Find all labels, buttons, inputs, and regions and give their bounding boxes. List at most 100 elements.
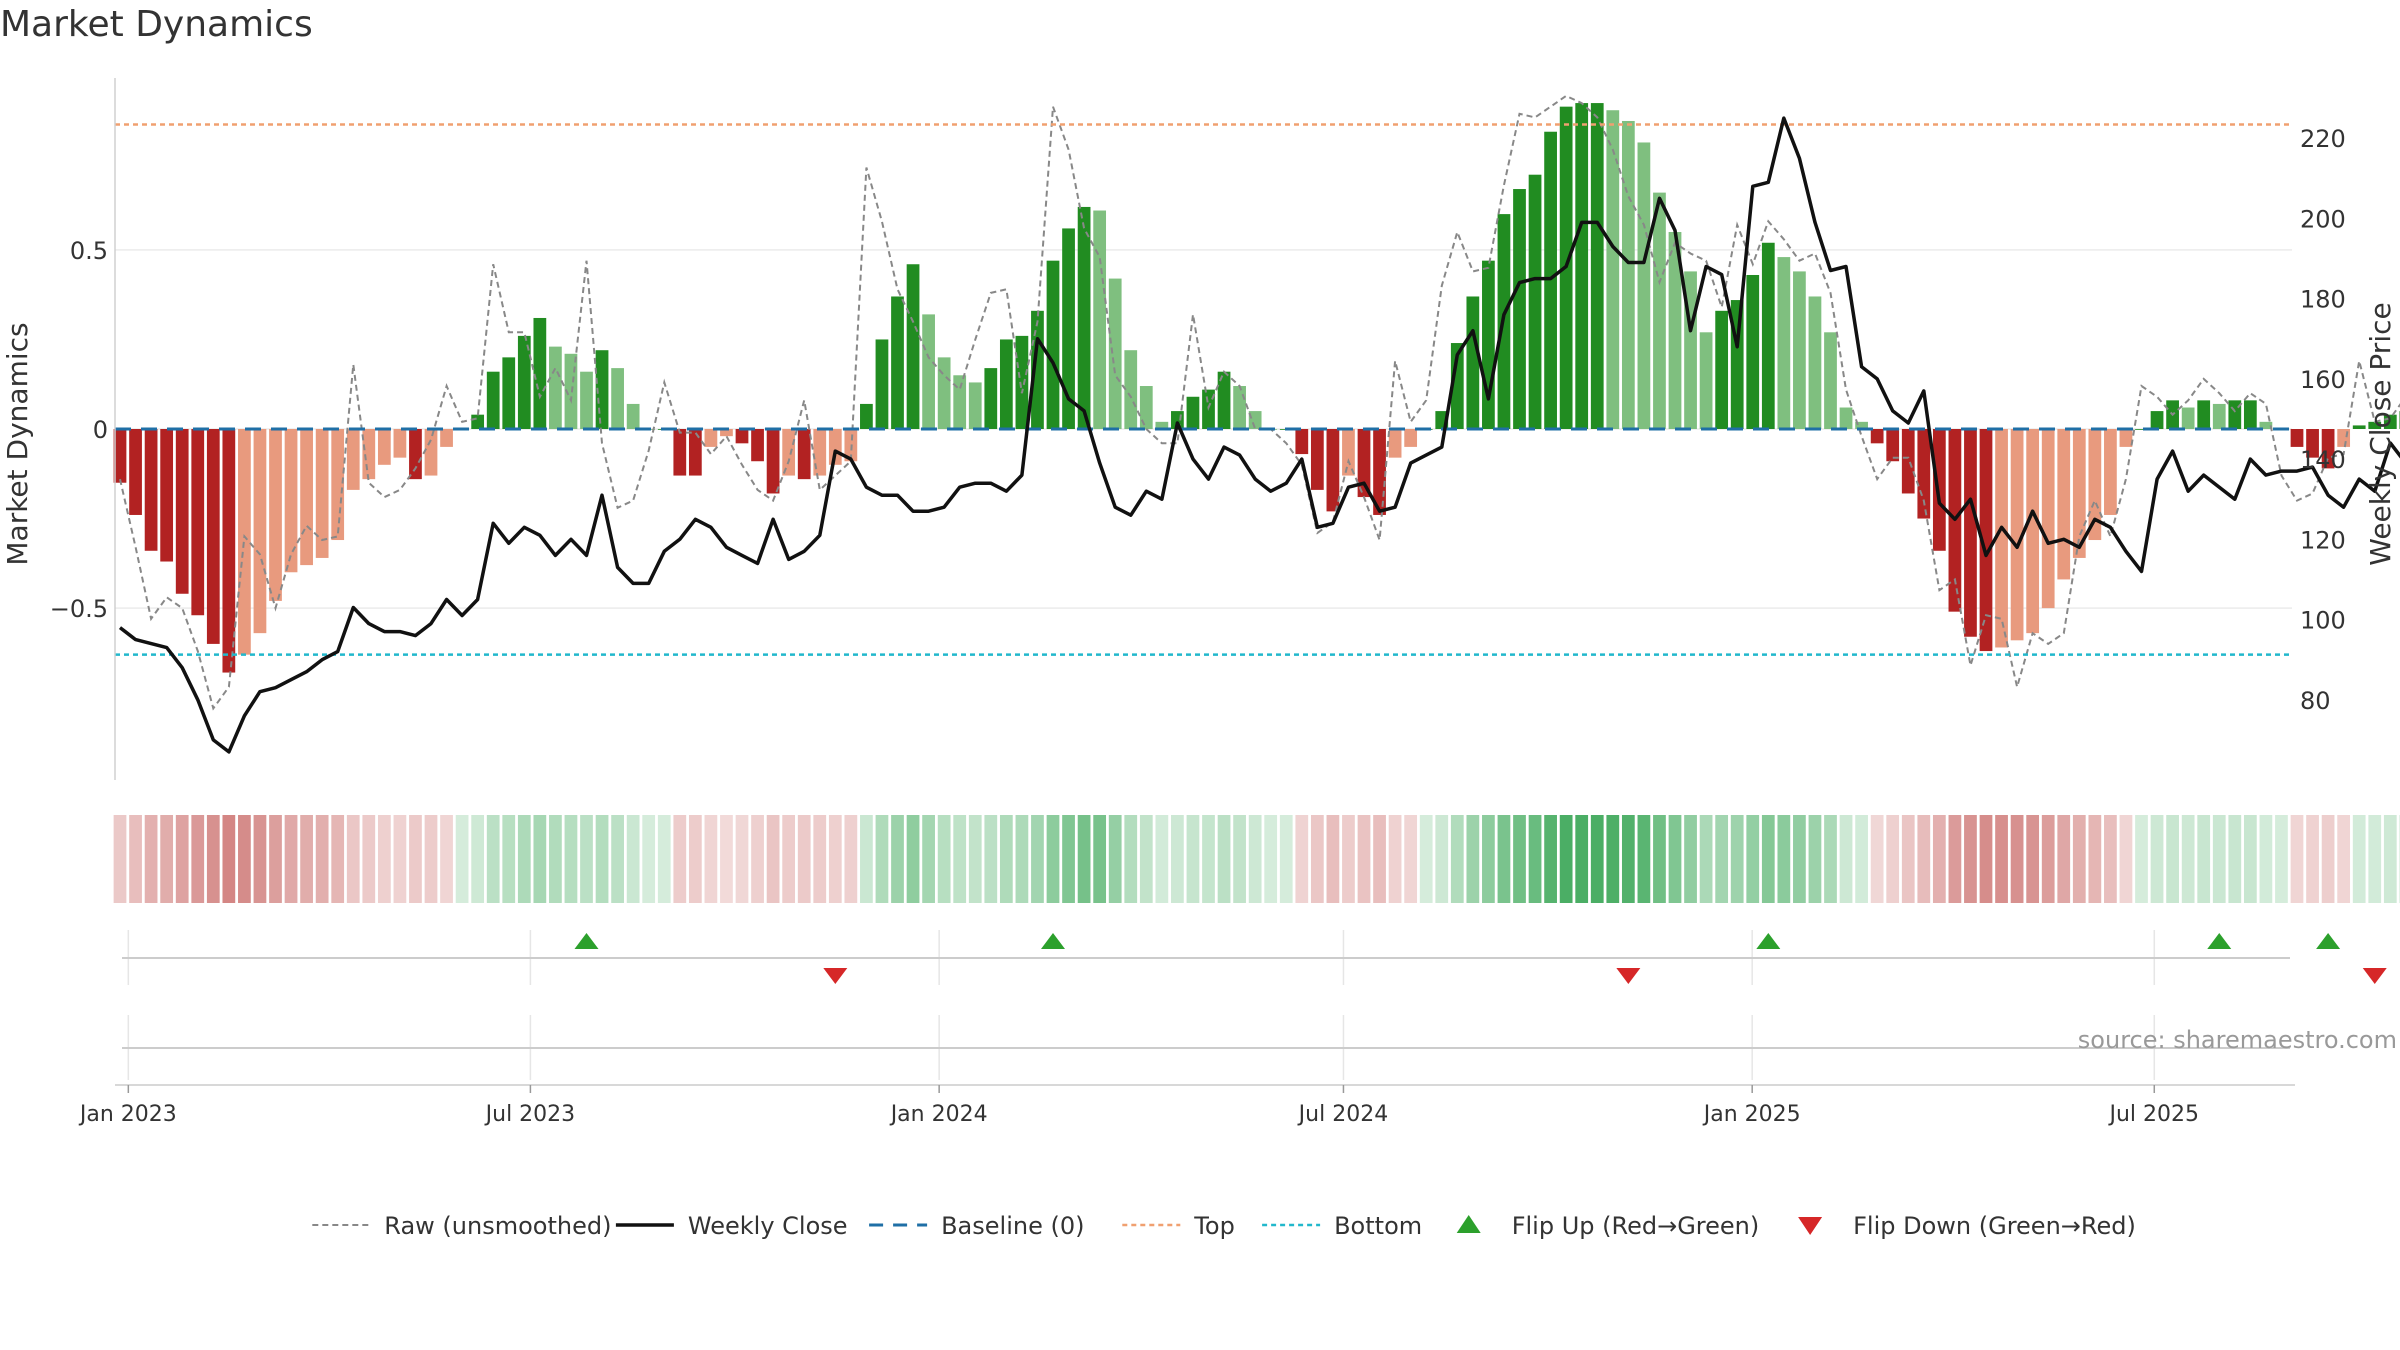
heat-cell <box>564 815 578 903</box>
heat-cell <box>2383 815 2397 903</box>
bar <box>346 429 360 490</box>
heat-cell <box>284 815 298 903</box>
heat-cell <box>1373 815 1386 903</box>
flip-down-marker <box>823 968 848 984</box>
legend-swatch <box>1798 1217 1823 1235</box>
bar-series <box>113 103 2400 673</box>
heat-cell <box>206 815 220 903</box>
legend-item: Flip Up (Red→Green) <box>1456 1212 1760 1240</box>
heat-cell <box>1295 815 1309 903</box>
bar <box>1357 429 1371 498</box>
bar <box>1093 210 1107 429</box>
heat-cell <box>424 815 438 903</box>
bar <box>673 429 687 476</box>
bar <box>1901 429 1915 494</box>
bar <box>2150 411 2164 429</box>
axes: 0.5 0 −0.5 220 200 180 160 140 120 100 80 Market Dy… <box>1 78 2397 780</box>
bar <box>797 429 811 480</box>
bar <box>735 429 749 444</box>
heat-cell <box>1124 815 1138 903</box>
bar <box>1932 429 1946 551</box>
heat-cell <box>1761 815 1775 903</box>
heat-cell <box>720 815 733 903</box>
heat-cell <box>704 815 718 903</box>
legend-label: Flip Up (Red→Green) <box>1512 1212 1760 1240</box>
bar <box>720 429 733 437</box>
close-line <box>118 116 2400 754</box>
heat-cell <box>1046 815 1060 903</box>
heat-cell <box>2150 815 2164 903</box>
bar <box>1248 411 1262 429</box>
bar <box>626 403 640 429</box>
bar <box>782 429 796 476</box>
bar <box>1979 429 1993 652</box>
legend-swatch <box>1456 1215 1481 1233</box>
bar <box>486 371 500 429</box>
bar <box>113 429 127 483</box>
heat-cell <box>1855 815 1868 903</box>
flip-up-marker <box>2207 933 2232 949</box>
x-tick-label: Jul 2023 <box>484 1102 576 1127</box>
heat-cell <box>735 815 749 903</box>
heat-cell <box>409 815 422 903</box>
bar <box>1295 429 1309 455</box>
bar <box>688 429 702 476</box>
bar <box>1342 429 1355 476</box>
bar <box>1155 421 1169 429</box>
legend-item: Baseline (0) <box>869 1212 1084 1240</box>
heat-cell <box>1264 815 1278 903</box>
heat-cell <box>1621 815 1635 903</box>
heat-cell <box>191 815 205 903</box>
bar <box>238 429 251 655</box>
bar <box>875 339 889 429</box>
flip-up-marker <box>574 933 599 949</box>
bar <box>300 429 313 566</box>
bar <box>2135 429 2148 430</box>
lower-empty-panel <box>115 1047 2295 1086</box>
bar <box>1621 120 1635 430</box>
heat-cell <box>968 815 982 903</box>
bar <box>424 429 438 476</box>
y2-tick-label: 120 <box>2300 526 2346 554</box>
heat-cell <box>2026 815 2040 903</box>
bar <box>440 429 453 447</box>
bar <box>1964 429 1977 637</box>
heat-cell <box>1497 815 1511 903</box>
bar <box>1575 103 1589 430</box>
heat-cell <box>175 815 189 903</box>
heat-cell <box>1404 815 1418 903</box>
flip-up-marker <box>1756 933 1781 949</box>
heat-cell <box>2212 815 2226 903</box>
heat-cell <box>533 815 547 903</box>
heat-cell <box>315 815 329 903</box>
bar <box>1808 296 1822 429</box>
bar <box>937 357 951 429</box>
bar <box>1513 189 1526 429</box>
legend-label: Baseline (0) <box>941 1212 1084 1240</box>
heat-cell <box>1559 815 1573 903</box>
source-label: source: sharemaestro.com <box>2078 1026 2397 1054</box>
bar <box>1668 232 1682 429</box>
heat-cell <box>1839 815 1853 903</box>
heat-cell <box>1886 815 1900 903</box>
heat-cell <box>1901 815 1915 903</box>
heat-cell <box>113 815 127 903</box>
heat-cell <box>766 815 780 903</box>
heat-cell <box>984 815 998 903</box>
heat-cell <box>1077 815 1091 903</box>
bar <box>1746 274 1760 429</box>
heat-cell <box>2119 815 2133 903</box>
bar <box>1217 371 1231 429</box>
y-tick-label: 0.5 <box>70 237 108 265</box>
x-tick-label: Jan 2023 <box>78 1102 177 1127</box>
flip-up-marker <box>2316 933 2341 949</box>
y2-axis-label: Weekly Close Price <box>2364 302 2397 565</box>
bar <box>2197 400 2211 429</box>
bar <box>1388 429 1402 458</box>
heat-cell <box>751 815 764 903</box>
bar <box>984 368 998 429</box>
bar <box>2212 403 2226 429</box>
heat-cell <box>1824 815 1837 903</box>
heat-cell <box>1388 815 1402 903</box>
